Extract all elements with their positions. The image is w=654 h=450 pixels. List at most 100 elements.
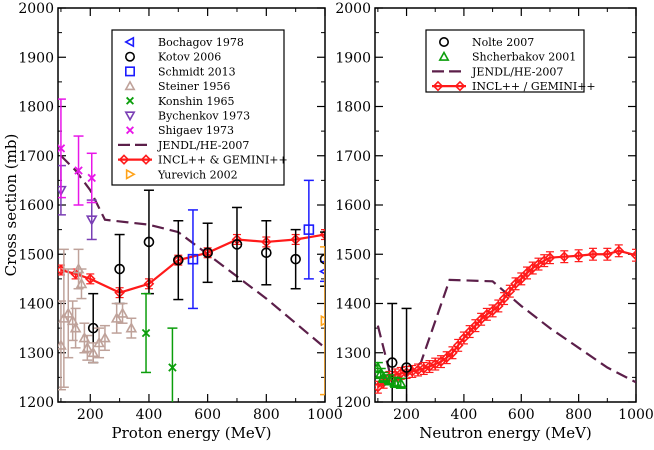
legend-label: Konshin 1965	[158, 95, 234, 108]
data-point	[114, 263, 125, 275]
legend-box	[425, 29, 585, 93]
model-point	[601, 248, 613, 260]
legend-label: Nolte 2007	[472, 36, 534, 49]
model-point	[510, 278, 521, 290]
data-point	[62, 307, 75, 318]
data-point	[303, 224, 315, 235]
legend-label: Shigaev 1973	[158, 124, 234, 137]
series-steiner-1956	[58, 248, 138, 391]
series-nolte-2007	[386, 302, 412, 402]
data-point	[74, 166, 83, 175]
y-tick-label: 1800	[18, 100, 54, 116]
data-point	[99, 331, 111, 343]
x-tick-label: 400	[136, 407, 163, 423]
data-point	[231, 239, 243, 250]
model-point	[458, 332, 470, 344]
model-point	[319, 229, 325, 240]
data-point	[87, 346, 100, 358]
data-point	[69, 321, 82, 333]
model-point	[573, 250, 584, 262]
y-tick-label: 1200	[18, 395, 54, 411]
y-tick-label: 1400	[18, 297, 54, 313]
legend-swatch	[125, 168, 136, 180]
series-schmidt-2013	[187, 179, 315, 310]
data-point	[383, 373, 396, 385]
legend-label: Yurevich 2002	[157, 168, 238, 181]
legend-swatch	[432, 80, 444, 92]
y-tick-label: 1500	[335, 247, 371, 263]
model-point	[84, 273, 96, 285]
data-point	[143, 236, 155, 248]
data-point	[58, 312, 70, 323]
y-tick-label: 1600	[335, 198, 371, 214]
x-tick-label: 400	[451, 407, 478, 423]
legend-label: JENDL/HE-2007	[157, 139, 249, 152]
x-tick-label: 600	[508, 407, 535, 423]
right-chart-panel: 1200 1300 1400 1500 1600 1700 1800 1900 2000 200 4…	[335, 1, 653, 442]
data-point	[141, 328, 151, 338]
legend-swatch	[124, 80, 136, 91]
data-point	[81, 341, 94, 353]
model-point	[515, 273, 527, 285]
data-point	[168, 363, 177, 372]
line-jendl-he-2007	[376, 278, 636, 384]
model-point	[475, 313, 487, 325]
data-point	[319, 253, 325, 265]
model-point	[558, 251, 570, 263]
model-point	[412, 364, 424, 376]
x-axis-title: Proton energy (MeV)	[112, 424, 272, 442]
data-point	[93, 336, 105, 348]
data-point	[172, 254, 184, 266]
data-point	[261, 247, 272, 259]
data-point	[187, 253, 199, 265]
legend-swatch	[438, 50, 450, 61]
legend-swatch	[125, 51, 136, 62]
model-point	[613, 245, 625, 257]
legend-label: INCL++ / GEMINI++	[472, 80, 596, 93]
x-tick-label: 800	[253, 407, 280, 423]
x-tick-label: 1000	[618, 407, 654, 423]
legend-swatch	[140, 154, 152, 165]
model-point	[630, 249, 636, 261]
y-tick-label: 1300	[335, 346, 371, 362]
legend-swatch	[125, 66, 136, 77]
series-konshin-1965	[141, 292, 178, 402]
left-chart-panel: 1200 1300 1400 1500 1600 1700 1800 1900 2000 200 4…	[2, 1, 343, 442]
data-point	[116, 307, 129, 318]
series-shigaev-1973	[58, 98, 97, 206]
model-point	[544, 252, 556, 264]
data-point	[87, 173, 96, 183]
legend-swatch	[438, 36, 449, 47]
x-tick-label: 1000	[307, 407, 343, 423]
y-tick-label: 1900	[18, 50, 54, 66]
data-point	[125, 321, 138, 333]
legend-label: INCL++ & GEMINI++	[158, 154, 288, 167]
legend-swatch	[126, 96, 134, 105]
legend-label: Kotov 2006	[158, 51, 221, 64]
y-tick-label: 1700	[335, 149, 371, 165]
data-point	[377, 371, 390, 382]
model-point	[464, 326, 475, 337]
series-kotov-2006	[87, 189, 325, 364]
y-tick-label: 1700	[18, 149, 54, 165]
x-tick-label: 200	[393, 407, 420, 423]
data-point	[320, 314, 325, 327]
legend-swatch	[124, 111, 136, 122]
legend-label: Shcherbakov 2001	[472, 51, 576, 64]
y-tick-label: 1200	[335, 395, 371, 411]
legend-label: Bochagov 1978	[158, 36, 244, 49]
data-point	[389, 376, 401, 387]
y-tick-label: 1500	[18, 247, 54, 263]
plot-area	[375, 244, 636, 402]
y-tick-label: 1300	[18, 346, 54, 362]
data-point	[375, 361, 384, 372]
model-point	[441, 352, 453, 364]
data-point	[85, 215, 98, 226]
legend-label: Bychenkov 1973	[158, 110, 250, 123]
model-point	[487, 305, 498, 317]
y-axis-title: Cross section (mb)	[2, 134, 20, 277]
model-point	[406, 366, 418, 377]
